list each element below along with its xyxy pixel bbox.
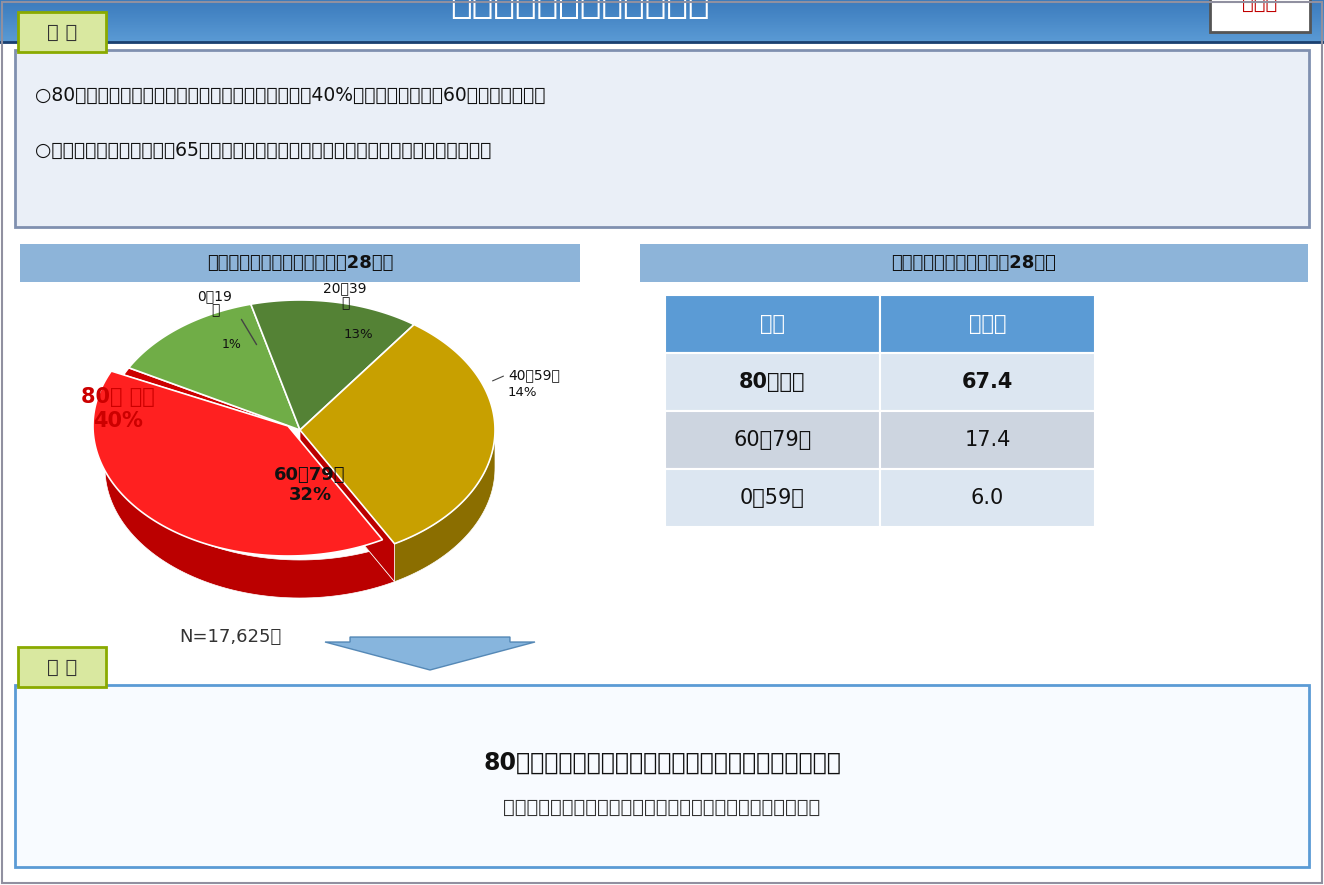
Text: 17.4: 17.4 xyxy=(964,430,1010,450)
Text: 結核患者の年齢別割合（平成28年）: 結核患者の年齢別割合（平成28年） xyxy=(207,254,393,272)
Bar xyxy=(0,26,1324,27)
Bar xyxy=(665,469,880,527)
Bar xyxy=(0,21,1324,22)
Bar xyxy=(0,16,1324,18)
Bar xyxy=(665,411,880,469)
Text: 資料３: 資料３ xyxy=(1242,0,1278,12)
Text: ○80歳以上の高齢者は、国内の結核新規登録患者の40%を占め、罹患率が60を越えている。: ○80歳以上の高齢者は、国内の結核新規登録患者の40%を占め、罹患率が60を越え… xyxy=(34,86,545,104)
Polygon shape xyxy=(93,371,383,556)
Bar xyxy=(15,685,1309,867)
Bar xyxy=(0,5,1324,7)
Text: 13%: 13% xyxy=(343,328,373,342)
Bar xyxy=(0,11,1324,12)
Text: 高齢者の結核対策について: 高齢者の結核対策について xyxy=(450,0,710,20)
Bar xyxy=(0,4,1324,6)
Bar xyxy=(0,2,1324,3)
Text: 歳: 歳 xyxy=(340,296,350,310)
Text: 0～59歳: 0～59歳 xyxy=(740,488,805,508)
Polygon shape xyxy=(301,430,395,581)
Bar xyxy=(0,41,1324,42)
Bar xyxy=(0,20,1324,21)
Bar xyxy=(0,35,1324,37)
Bar xyxy=(0,13,1324,15)
Bar xyxy=(0,4,1324,5)
Text: ○自治体で実施されている65歳以上の住民に対する定期健診における被発見率は低い。: ○自治体で実施されている65歳以上の住民に対する定期健診における被発見率は低い。 xyxy=(34,141,491,159)
Text: 60～79歳: 60～79歳 xyxy=(274,466,346,484)
Bar xyxy=(0,17,1324,19)
Text: 14%: 14% xyxy=(508,386,538,398)
Text: 60～79歳: 60～79歳 xyxy=(733,430,812,450)
Bar xyxy=(0,33,1324,35)
Text: N=17,625人: N=17,625人 xyxy=(179,628,281,646)
Bar xyxy=(0,30,1324,31)
Bar xyxy=(0,35,1324,36)
Polygon shape xyxy=(128,304,301,430)
Text: 40～59歳: 40～59歳 xyxy=(508,368,560,382)
Bar xyxy=(0,39,1324,40)
Bar xyxy=(0,10,1324,11)
Polygon shape xyxy=(301,430,395,581)
Text: 32%: 32% xyxy=(289,486,331,504)
Bar xyxy=(0,25,1324,27)
Text: 80歳以上の高齢者に対する健診を強化することが必要: 80歳以上の高齢者に対する健診を強化することが必要 xyxy=(483,751,841,775)
Bar xyxy=(665,295,880,353)
Bar xyxy=(639,244,1308,282)
Polygon shape xyxy=(123,368,301,430)
Bar xyxy=(0,6,1324,8)
Bar xyxy=(0,22,1324,24)
Text: 年齢別結核罹患率（平成28年）: 年齢別結核罹患率（平成28年） xyxy=(891,254,1057,272)
Text: 6.0: 6.0 xyxy=(970,488,1004,508)
Bar xyxy=(19,12,106,52)
Text: 0～19: 0～19 xyxy=(197,289,233,303)
Polygon shape xyxy=(395,429,495,581)
Bar xyxy=(0,3,1324,4)
Bar xyxy=(0,14,1324,16)
Text: 80歳以上: 80歳以上 xyxy=(739,372,806,392)
Bar xyxy=(880,295,1095,353)
Bar xyxy=(665,353,880,411)
Bar xyxy=(0,24,1324,26)
Text: 年齢: 年齢 xyxy=(760,314,785,334)
Bar xyxy=(0,19,1324,20)
Text: 40%: 40% xyxy=(93,411,143,431)
Text: 1%: 1% xyxy=(222,338,242,351)
Bar xyxy=(880,353,1095,411)
Polygon shape xyxy=(105,431,395,598)
Polygon shape xyxy=(301,325,495,543)
Polygon shape xyxy=(324,637,535,670)
Text: 歳: 歳 xyxy=(211,303,220,317)
Bar xyxy=(0,37,1324,39)
Bar xyxy=(880,411,1095,469)
Bar xyxy=(0,0,1324,1)
Bar xyxy=(20,244,580,282)
Bar xyxy=(880,469,1095,527)
Polygon shape xyxy=(250,300,414,430)
Text: 課 題: 課 題 xyxy=(46,658,77,676)
Text: 現 状: 現 状 xyxy=(46,22,77,42)
Bar xyxy=(0,29,1324,30)
Bar xyxy=(19,647,106,687)
Text: 80歳 以上: 80歳 以上 xyxy=(81,387,155,407)
Bar xyxy=(0,31,1324,32)
Text: 罹患率: 罹患率 xyxy=(969,314,1006,334)
Bar xyxy=(0,12,1324,14)
Bar xyxy=(0,40,1324,41)
Bar xyxy=(0,15,1324,17)
Bar xyxy=(1210,0,1309,32)
Bar xyxy=(15,50,1309,227)
Bar xyxy=(0,34,1324,35)
Bar xyxy=(0,7,1324,9)
Text: 67.4: 67.4 xyxy=(961,372,1013,392)
Bar xyxy=(0,32,1324,34)
Bar xyxy=(0,8,1324,10)
Text: （定期健診、高齢者施設利用者に対する健診、接触者健診）: （定期健診、高齢者施設利用者に対する健診、接触者健診） xyxy=(503,797,821,817)
Bar xyxy=(0,240,1324,680)
Bar xyxy=(0,36,1324,38)
Bar xyxy=(0,27,1324,29)
Text: 20～39: 20～39 xyxy=(323,281,367,295)
Bar xyxy=(0,23,1324,25)
Bar xyxy=(0,27,1324,28)
Bar xyxy=(0,1,1324,2)
Bar xyxy=(0,18,1324,19)
